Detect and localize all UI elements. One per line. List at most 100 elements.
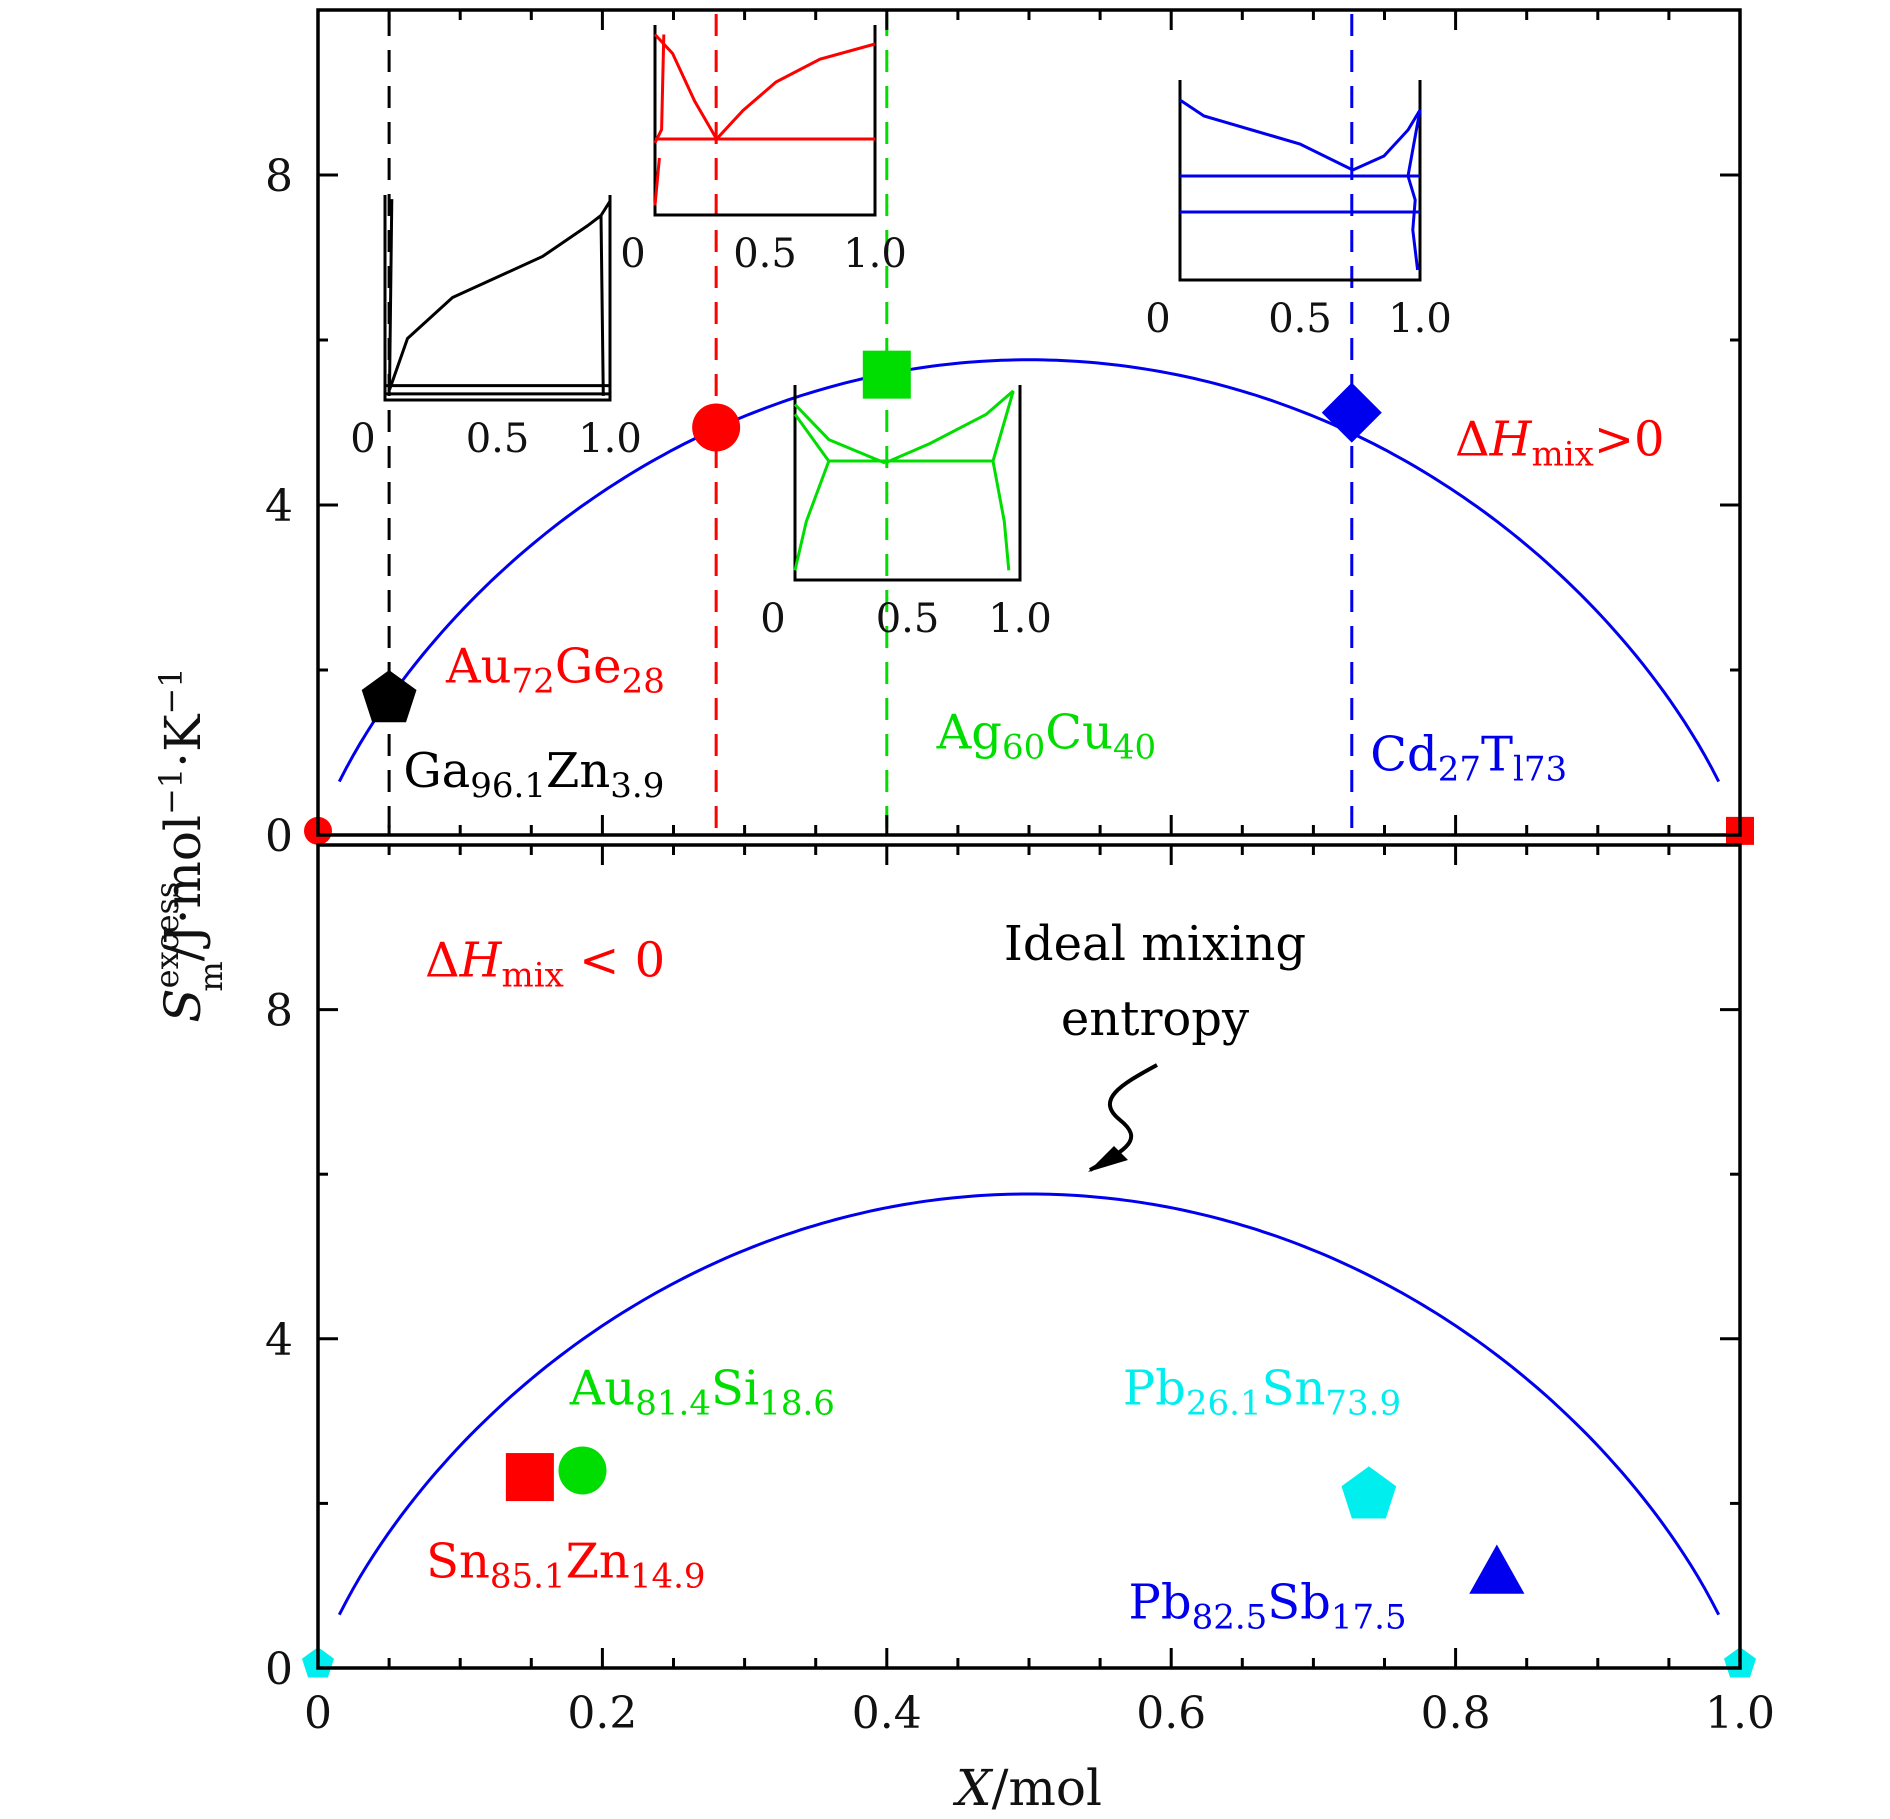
point-label-0: Au81.4Si18.6	[569, 1361, 835, 1424]
x-tick-label-5: 1.0	[1705, 1688, 1775, 1739]
inset-tick-label-1: 0.5	[466, 416, 530, 462]
chart-axes: 0 4 8 0 4 8 0 0.2 0.4 0.6 0.8 1.0 X/mol Sexcess m/J·mo…	[148, 8, 1775, 1817]
point-label-2-part-3: 73.9	[1325, 1384, 1401, 1424]
x-axis-title-unit: /mol	[992, 1759, 1102, 1817]
inset-frame	[1178, 80, 1422, 282]
x-tick-label-3: 0.6	[1136, 1688, 1206, 1739]
point-label-2-part-1: 26.1	[1186, 1384, 1262, 1424]
point-label-2-part-3: 40	[1113, 727, 1156, 767]
y-axis-title-part-3: /J·mol	[154, 815, 212, 961]
inset-curve-1	[884, 389, 1015, 465]
point-label-1-part-1: 72	[512, 661, 555, 701]
y-axis-title: Sexcess m/J·mol−1·K−1	[148, 667, 230, 1022]
y-tick-label-2: 8	[265, 986, 293, 1037]
point-label-2-part-0: Ag	[936, 704, 1002, 760]
point-label-1-part-2: Zn	[566, 1533, 630, 1589]
x-tick-label-2: 0.4	[852, 1688, 922, 1739]
y-tick-label-0: 0	[265, 811, 293, 862]
y-tick-label-2: 8	[265, 151, 293, 202]
inset-curve-4	[991, 460, 1011, 571]
delta-h-annotation: ΔHmix>0	[1455, 412, 1665, 475]
point-label-1-part-3: 14.9	[630, 1556, 706, 1596]
callout-line-1: Ideal mixing	[1004, 916, 1306, 972]
point-label-1: Sn85.1Zn14.9	[426, 1533, 705, 1596]
delta-h-annotation: ΔHmix < 0	[425, 933, 665, 996]
inset-curve-2	[793, 460, 831, 571]
point-label-2-part-2: Cu	[1045, 704, 1113, 760]
inset-Au-Ge: 0 0.5 1.0	[620, 25, 907, 277]
point-label-3: Pb82.5Sb17.5	[1129, 1575, 1407, 1638]
ideal-mixing-curve	[337, 358, 1721, 783]
y-axis-title-part-5: ·K	[154, 713, 212, 768]
point-label-0-part-0: Au	[569, 1361, 636, 1417]
x-tick-label-4: 0.8	[1421, 1688, 1491, 1739]
data-point-1	[692, 403, 741, 452]
inset-frame	[383, 195, 612, 402]
point-label-2-part-1: 60	[1002, 727, 1045, 767]
delta-h-annotation-part-1: H	[1489, 412, 1533, 468]
callout-line-2: entropy	[1061, 991, 1249, 1047]
data-point-3	[1469, 1544, 1525, 1594]
inset-curve-3	[653, 157, 661, 206]
point-label-1-part-0: Sn	[426, 1533, 490, 1589]
inset-curve-2	[1406, 175, 1420, 271]
ideal-mixing-curve	[337, 1192, 1721, 1616]
inset-curve-0	[388, 214, 602, 391]
inset-Ga-Zn: 0 0.5 1.0	[350, 195, 642, 462]
point-label-3-part-2: T	[1481, 727, 1513, 783]
data-point-2	[1341, 1466, 1397, 1519]
inset-frame	[653, 25, 877, 217]
point-label-3-part-2: Sb	[1267, 1575, 1331, 1631]
data-point-0	[505, 1453, 554, 1502]
point-label-2-part-0: Pb	[1123, 1361, 1186, 1417]
inset-curve-3	[1406, 109, 1422, 177]
delta-h-annotation-part-2: mix	[502, 956, 564, 996]
point-label-0-part-3: 3.9	[610, 766, 664, 806]
data-point-0	[361, 670, 417, 723]
inset-curve-3	[793, 413, 831, 462]
inset-curve-2	[653, 34, 666, 144]
data-point-1	[558, 1446, 607, 1495]
delta-h-annotation-part-3: >0	[1594, 412, 1665, 468]
inset-tick-label-1: 0.5	[1268, 296, 1332, 342]
inset-tick-label-2: 1.0	[988, 596, 1052, 642]
inset-curve-0	[793, 403, 886, 465]
point-label-3-part-1: 82.5	[1192, 1598, 1268, 1638]
point-label-1-part-2: Ge	[555, 638, 622, 694]
callout-arrow-head	[1088, 1146, 1128, 1172]
inset-curve-1	[1352, 109, 1422, 172]
panel-top: Ga96.1Zn3.9 Au72Ge28 Ag60Cu40 Cd27Tl73 ΔHmix…	[304, 14, 1754, 845]
inset-curve-5	[991, 390, 1015, 462]
callout-arrow-path	[1089, 1063, 1158, 1172]
delta-h-annotation-part-0: Δ	[425, 933, 460, 989]
x-tick-label-0: 0	[304, 1688, 332, 1739]
delta-h-annotation-part-2: mix	[1532, 435, 1594, 475]
inset-tick-label-0: 0	[760, 596, 785, 642]
x-axis-title-var: X	[952, 1759, 994, 1817]
inset-tick-label-2: 1.0	[578, 416, 642, 462]
y-tick-label-1: 4	[265, 481, 293, 532]
inset-Cd-Tl: 0 0.5 1.0	[1145, 80, 1452, 342]
point-label-1-part-3: 28	[622, 661, 665, 701]
inset-frame	[793, 385, 1022, 582]
data-point-3	[1321, 382, 1382, 443]
inset-curve-1	[599, 200, 612, 217]
point-label-2: Ag60Cu40	[936, 704, 1157, 767]
inset-curve-0	[1179, 98, 1354, 172]
point-label-3-part-3: l73	[1513, 750, 1567, 790]
inset-tick-label-0: 0	[620, 231, 645, 277]
x-axis-title: X/mol	[952, 1759, 1102, 1817]
y-axis-title-part-4: −1	[152, 768, 190, 815]
point-label-1: Au72Ge28	[445, 638, 665, 701]
delta-h-annotation-part-0: Δ	[1455, 412, 1490, 468]
y-axis-title-part-1: excess	[148, 882, 186, 989]
point-label-3: Cd27Tl73	[1370, 727, 1567, 790]
panel-bottom: Au81.4Si18.6 Sn85.1Zn14.9 Pb26.1 Sn 73.9 Pb82…	[302, 916, 1756, 1678]
point-label-0-part-0: Ga	[403, 743, 470, 799]
y-axis-title-part-0: S	[154, 988, 212, 1022]
point-label-0: Ga96.1Zn3.9	[403, 743, 664, 806]
inset-tick-label-0: 0	[350, 416, 375, 462]
point-label-1-part-0: Au	[445, 638, 512, 694]
point-label-3-part-1: 27	[1438, 750, 1481, 790]
